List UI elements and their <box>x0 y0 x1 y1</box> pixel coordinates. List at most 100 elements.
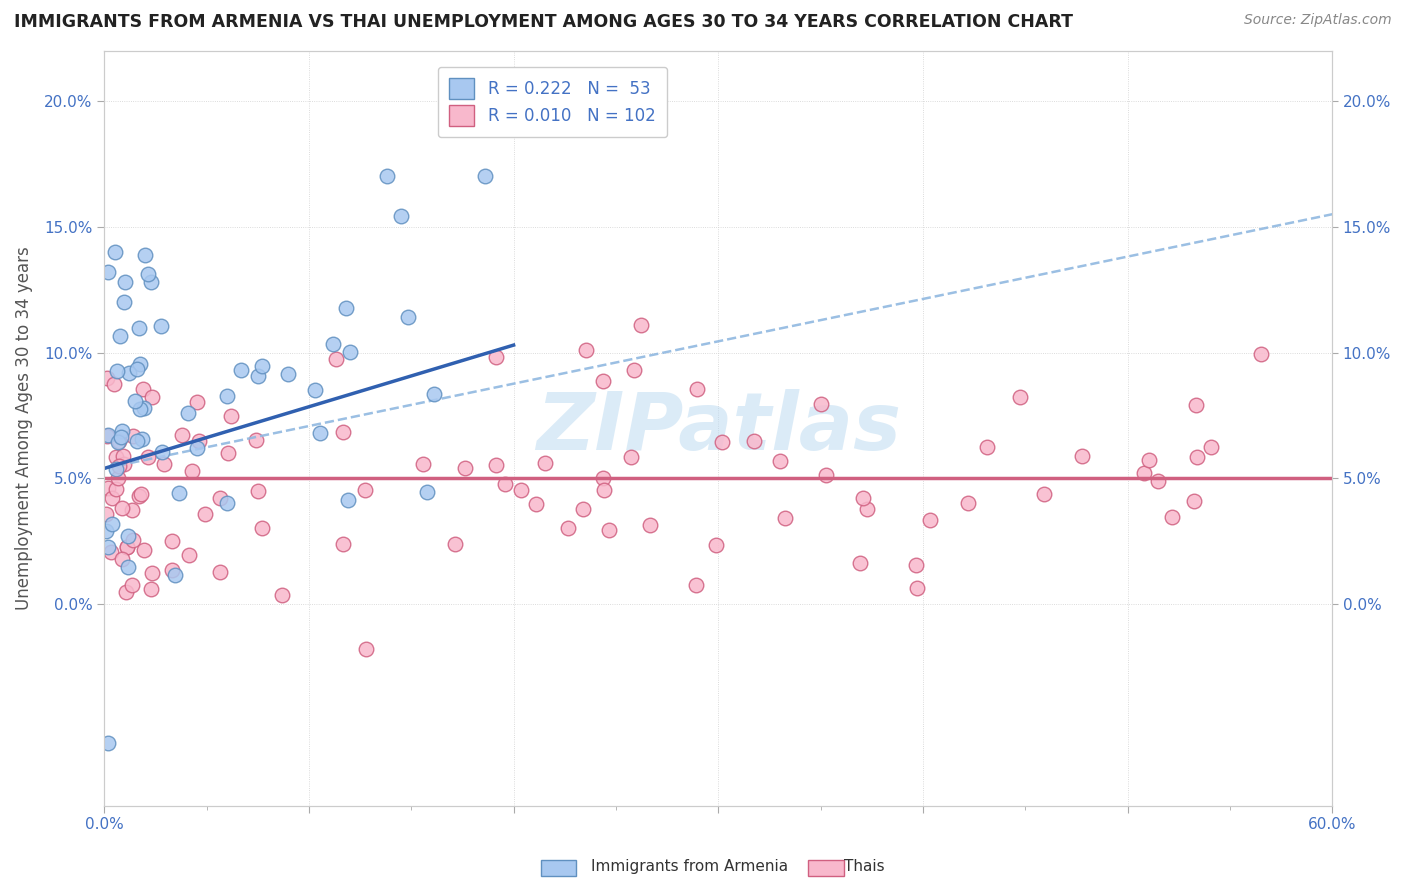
Point <box>775 511 797 525</box>
Point <box>121 428 143 442</box>
Point <box>485 350 508 364</box>
Point <box>131 432 153 446</box>
Point <box>115 540 138 554</box>
Point <box>976 440 998 454</box>
Point <box>96 371 118 385</box>
Point <box>103 245 125 260</box>
Point <box>105 364 128 378</box>
Point <box>186 395 208 409</box>
Point <box>443 537 465 551</box>
Point <box>97 427 120 442</box>
Point <box>250 521 273 535</box>
Point <box>810 397 832 411</box>
Point <box>534 456 557 470</box>
Point <box>1185 398 1208 412</box>
Point <box>100 491 122 505</box>
Point <box>187 434 209 448</box>
Point <box>852 491 875 505</box>
Point <box>1147 474 1170 488</box>
Point <box>139 582 162 597</box>
Point <box>115 585 138 599</box>
Point <box>107 459 129 474</box>
Point <box>160 563 183 577</box>
Point <box>332 425 354 440</box>
Point <box>309 425 332 440</box>
Point <box>134 248 156 262</box>
Point <box>638 517 661 532</box>
Point <box>593 483 616 498</box>
Point <box>179 548 201 562</box>
Point <box>1008 391 1031 405</box>
Point <box>742 434 765 448</box>
Point <box>107 470 129 484</box>
Point <box>389 210 412 224</box>
Point <box>97 541 120 555</box>
Text: Source: ZipAtlas.com: Source: ZipAtlas.com <box>1244 13 1392 28</box>
Point <box>149 318 172 333</box>
Point <box>112 457 135 471</box>
Point <box>165 568 187 582</box>
Point <box>97 736 120 750</box>
Point <box>105 450 128 464</box>
Point <box>271 588 294 602</box>
Point <box>114 275 136 289</box>
Point <box>160 534 183 549</box>
Point <box>217 495 239 509</box>
Point <box>111 552 134 566</box>
Point <box>769 453 792 467</box>
Point <box>111 501 134 516</box>
Point <box>416 485 439 500</box>
Point <box>96 428 118 442</box>
Point <box>118 366 141 380</box>
Point <box>127 362 149 376</box>
Text: IMMIGRANTS FROM ARMENIA VS THAI UNEMPLOYMENT AMONG AGES 30 TO 34 YEARS CORRELATI: IMMIGRANTS FROM ARMENIA VS THAI UNEMPLOY… <box>14 13 1073 31</box>
Point <box>685 578 707 592</box>
Point <box>209 565 232 579</box>
Point <box>110 328 132 343</box>
Point <box>104 482 127 496</box>
Point <box>322 337 344 351</box>
Point <box>110 430 132 444</box>
Point <box>277 367 299 381</box>
Legend: R = 0.222   N =  53, R = 0.010   N = 102: R = 0.222 N = 53, R = 0.010 N = 102 <box>437 67 668 137</box>
Point <box>117 529 139 543</box>
Point <box>94 524 117 538</box>
Point <box>115 541 138 555</box>
Point <box>153 457 176 471</box>
Point <box>354 642 377 657</box>
Point <box>1250 347 1272 361</box>
Point <box>128 402 150 417</box>
Point <box>1187 450 1209 464</box>
Point <box>332 537 354 551</box>
Point <box>186 442 208 456</box>
Point <box>121 578 143 592</box>
Point <box>1033 487 1056 501</box>
Point <box>100 545 122 559</box>
Point <box>121 503 143 517</box>
Point <box>136 267 159 281</box>
Text: Thais: Thais <box>844 859 884 874</box>
Text: ZIPatlas: ZIPatlas <box>536 389 901 467</box>
Point <box>103 377 125 392</box>
Point <box>125 434 148 448</box>
Point <box>128 489 150 503</box>
Point <box>231 362 253 376</box>
Point <box>575 343 598 357</box>
Point <box>245 434 267 448</box>
Point <box>105 462 128 476</box>
Point <box>494 477 516 491</box>
Point <box>124 393 146 408</box>
Point <box>339 345 361 359</box>
Point <box>325 352 347 367</box>
Point <box>620 450 643 464</box>
Point <box>412 458 434 472</box>
Point <box>141 275 163 289</box>
Point <box>557 521 579 535</box>
Point <box>592 471 614 485</box>
Point <box>122 533 145 548</box>
Point <box>375 169 398 184</box>
Point <box>132 543 155 558</box>
Point <box>524 497 547 511</box>
Point <box>128 357 150 371</box>
Y-axis label: Unemployment Among Ages 30 to 34 years: Unemployment Among Ages 30 to 34 years <box>15 246 32 610</box>
